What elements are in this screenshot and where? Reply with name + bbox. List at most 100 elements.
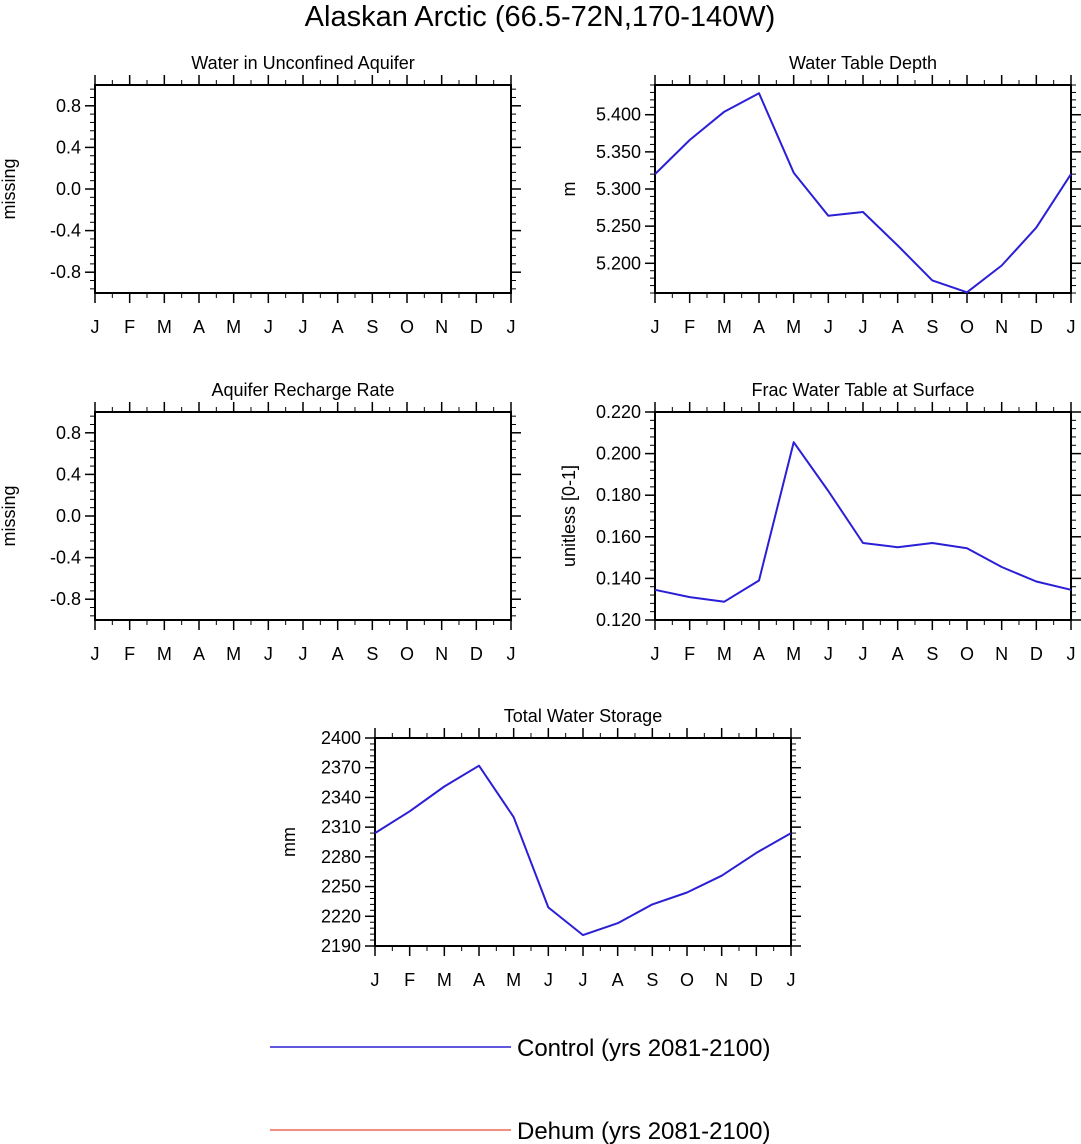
y-tick-label: 0.8: [56, 96, 81, 116]
data-point-control: [689, 139, 690, 140]
data-point-control: [759, 93, 760, 94]
x-tick-label: A: [892, 317, 904, 337]
y-axis-label: m: [559, 182, 579, 197]
x-tick-label: J: [579, 970, 588, 990]
y-tick-label: 2190: [321, 936, 361, 956]
x-tick-label: M: [226, 644, 241, 664]
x-tick-label: J: [787, 970, 796, 990]
data-point-control: [617, 923, 618, 924]
x-tick-label: A: [753, 317, 765, 337]
x-tick-label: M: [717, 644, 732, 664]
data-point-control: [1001, 566, 1002, 567]
data-point-control: [967, 548, 968, 549]
y-tick-label: -0.8: [50, 262, 81, 282]
y-tick-label: 5.300: [596, 179, 641, 199]
x-tick-label: O: [960, 317, 974, 337]
data-point-control: [897, 547, 898, 548]
x-tick-label: A: [332, 317, 344, 337]
panel-water-table-depth: J F M A M J J A S O N D J 5.200 5.250 5.300 5.350 5.400 Wa…: [559, 53, 1081, 337]
x-tick-label: M: [437, 970, 452, 990]
x-tick-label: A: [332, 644, 344, 664]
y-tick-label: 0.4: [56, 464, 81, 484]
data-point-control: [409, 811, 410, 812]
x-tick-label: J: [824, 317, 833, 337]
y-tick-label: 0.0: [56, 179, 81, 199]
data-point-control: [1036, 581, 1037, 582]
series-line-control: [654, 441, 1072, 603]
x-tick-label: J: [544, 970, 553, 990]
panel-total-water-storage: J F M A M J J A S O N D J 2190 2220 2250 2280 2310 2340 237…: [279, 706, 801, 990]
y-tick-label: 2370: [321, 758, 361, 778]
legend-label-dehum: Dehum (yrs 2081-2100): [517, 1118, 770, 1144]
y-tick-label: 2250: [321, 877, 361, 897]
y-tick-label: 0.120: [596, 610, 641, 630]
data-point-control: [721, 875, 722, 876]
data-point-control: [1071, 589, 1072, 590]
y-tick-label: 0.140: [596, 568, 641, 588]
x-tick-label: J: [91, 644, 100, 664]
x-tick-label: J: [371, 970, 380, 990]
plot-title: Water in Unconfined Aquifer: [191, 53, 414, 73]
y-tick-label: -0.8: [50, 589, 81, 609]
legend-label-control: Control (yrs 2081-2100): [517, 1035, 770, 1062]
plot-title: Total Water Storage: [504, 706, 662, 726]
x-tick-label: F: [684, 317, 695, 337]
data-point-control: [932, 543, 933, 544]
data-point-control: [1001, 265, 1002, 266]
x-tick-label: D: [1030, 317, 1043, 337]
y-tick-label: 0.200: [596, 444, 641, 464]
y-tick-label: -0.4: [50, 221, 81, 241]
x-tick-label: D: [470, 644, 483, 664]
plot-title: Frac Water Table at Surface: [751, 380, 974, 400]
y-tick-label: 2310: [321, 817, 361, 837]
data-point-control: [793, 442, 794, 443]
panel-aquifer-recharge-rate: J F M A M J J A S O N D J -0.8 -0.4 0.0 0.4 0.8 Aquifer Re…: [0, 380, 521, 664]
x-tick-label: A: [193, 317, 205, 337]
x-tick-label: J: [859, 644, 868, 664]
data-point-control: [756, 852, 757, 853]
data-point-control: [479, 765, 480, 766]
figure-title: Alaskan Arctic (66.5-72N,170-140W): [305, 1, 776, 33]
x-tick-label: M: [157, 317, 172, 337]
x-tick-label: M: [786, 644, 801, 664]
x-tick-label: S: [366, 644, 378, 664]
x-tick-label: D: [1030, 644, 1043, 664]
y-tick-label: 0.0: [56, 506, 81, 526]
data-point-control: [655, 174, 656, 175]
series-line-control: [654, 92, 1072, 294]
x-tick-label: F: [404, 970, 415, 990]
x-tick-label: J: [264, 317, 273, 337]
x-tick-label: O: [680, 970, 694, 990]
x-tick-label: F: [124, 317, 135, 337]
data-point-control: [1071, 174, 1072, 175]
data-point-control: [828, 215, 829, 216]
y-tick-label: 2220: [321, 906, 361, 926]
data-point-control: [863, 543, 864, 544]
data-point-control: [967, 292, 968, 293]
x-tick-label: N: [715, 970, 728, 990]
plot-frame: [94, 84, 512, 294]
x-tick-label: F: [684, 644, 695, 664]
x-tick-label: M: [717, 317, 732, 337]
plot-frame: [654, 411, 1072, 621]
x-tick-label: O: [400, 317, 414, 337]
y-tick-label: 0.4: [56, 137, 81, 157]
panel-water-in-unconfined-aquifer: J F M A M J J A S O N D J -0.8 -0.4 0.0 0.4 0.8 Water in U…: [0, 53, 521, 337]
series-line-control: [374, 764, 792, 937]
x-tick-label: N: [435, 644, 448, 664]
data-point-control: [897, 245, 898, 246]
x-tick-label: J: [507, 644, 516, 664]
plot-title: Water Table Depth: [789, 53, 937, 73]
data-point-control: [932, 280, 933, 281]
x-tick-label: A: [193, 644, 205, 664]
data-point-control: [724, 601, 725, 602]
x-tick-label: J: [299, 644, 308, 664]
x-tick-label: N: [995, 644, 1008, 664]
data-point-control: [793, 172, 794, 173]
y-tick-label: 0.8: [56, 423, 81, 443]
data-point-control: [724, 111, 725, 112]
x-tick-label: A: [612, 970, 624, 990]
data-point-control: [652, 904, 653, 905]
x-tick-label: J: [859, 317, 868, 337]
